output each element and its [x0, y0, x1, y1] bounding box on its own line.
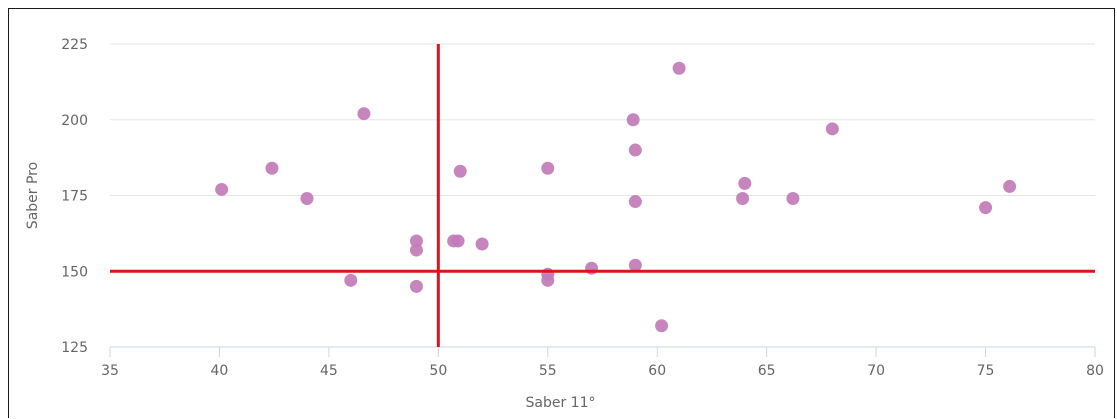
- y-tick-label: 150: [61, 264, 88, 280]
- scatter-point[interactable]: [672, 61, 686, 75]
- scatter-point[interactable]: [215, 182, 229, 196]
- reference-lines: [110, 44, 1095, 347]
- scatter-point[interactable]: [357, 107, 371, 121]
- scatter-point[interactable]: [628, 195, 642, 209]
- x-tick-label: 65: [758, 363, 776, 379]
- scatter-point[interactable]: [736, 192, 750, 206]
- scatter-point[interactable]: [541, 161, 555, 175]
- y-tick-label: 200: [61, 113, 88, 129]
- scatter-point[interactable]: [628, 143, 642, 157]
- x-tick-label: 55: [539, 363, 557, 379]
- scatter-plot: 125 150 175 200 225 35 40 45 50 55 60 65 70 75 80 Sabe…: [25, 37, 1104, 411]
- scatter-point[interactable]: [451, 234, 465, 248]
- points-layer: [215, 61, 1017, 333]
- x-tick-label: 35: [101, 363, 119, 379]
- x-tick-label: 70: [867, 363, 885, 379]
- chart-frame: 125 150 175 200 225 35 40 45 50 55 60 65 70 75 80 Sabe…: [8, 8, 1115, 418]
- y-tick-label: 125: [61, 340, 88, 356]
- scatter-point[interactable]: [655, 319, 669, 333]
- scatter-point[interactable]: [475, 237, 489, 251]
- y-axis-title: Saber Pro: [25, 162, 41, 229]
- scatter-point[interactable]: [738, 176, 752, 190]
- scatter-point[interactable]: [409, 234, 423, 248]
- scatter-point[interactable]: [825, 122, 839, 136]
- x-tick-label: 40: [211, 363, 229, 379]
- x-tick-label: 60: [648, 363, 666, 379]
- scatter-point[interactable]: [300, 192, 314, 206]
- scatter-point[interactable]: [585, 261, 599, 275]
- x-tick-label: 80: [1086, 363, 1104, 379]
- y-tick-label: 225: [61, 37, 88, 53]
- scatter-point[interactable]: [409, 243, 423, 257]
- x-tick-label: 50: [429, 363, 447, 379]
- scatter-point[interactable]: [453, 164, 467, 178]
- x-tick-label: 75: [977, 363, 995, 379]
- scatter-point[interactable]: [409, 279, 423, 293]
- x-axis-title: Saber 11°: [526, 395, 596, 411]
- scatter-point[interactable]: [786, 192, 800, 206]
- scatter-point[interactable]: [344, 273, 358, 287]
- y-tick-label: 175: [61, 189, 88, 205]
- grid-layer: [110, 43, 1095, 272]
- scatter-point[interactable]: [1003, 179, 1017, 193]
- x-tick-label: 45: [320, 363, 338, 379]
- scatter-point[interactable]: [541, 273, 555, 287]
- scatter-point[interactable]: [265, 161, 279, 175]
- axis-layer: 125 150 175 200 225 35 40 45 50 55 60 65 70 75 80: [61, 37, 1104, 379]
- scatter-point[interactable]: [628, 258, 642, 272]
- scatter-point[interactable]: [979, 201, 993, 215]
- scatter-point[interactable]: [626, 113, 640, 127]
